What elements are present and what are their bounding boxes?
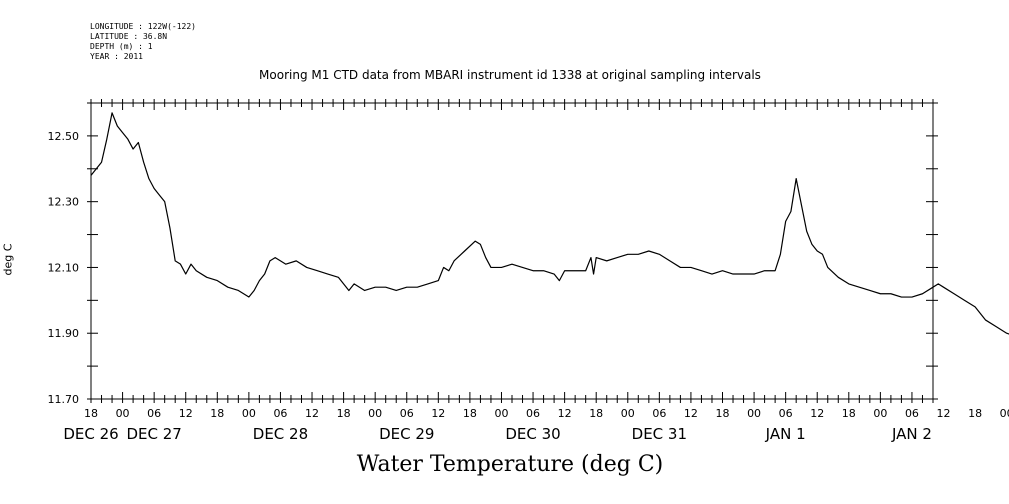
y-tick-label: 11.70 (48, 393, 80, 406)
chart-title: Mooring M1 CTD data from MBARI instrumen… (259, 68, 761, 82)
x-tick-label: 00 (242, 407, 256, 420)
y-tick-label: 12.30 (48, 196, 80, 209)
x-tick-label: 00 (116, 407, 130, 420)
x-date-label: DEC 30 (505, 425, 560, 443)
x-axis-date-labels: DEC 26 DEC 27 DEC 28 DEC 29 DEC 30 DEC 31 JAN … (63, 425, 932, 443)
x-date-label: JAN 2 (891, 425, 932, 443)
x-tick-label: 06 (147, 407, 161, 420)
x-axis-title: Water Temperature (deg C) (356, 452, 664, 477)
x-tick-label: 18 (716, 407, 730, 420)
x-tick-label: 06 (779, 407, 793, 420)
chart-axes (90, 102, 934, 400)
meta-year: YEAR : 2011 (90, 52, 143, 61)
x-tick-label: 06 (526, 407, 540, 420)
x-tick-label: 06 (905, 407, 919, 420)
meta-latitude: LATITUDE : 36.8N (90, 32, 168, 41)
meta-longitude: LONGITUDE : 122W(-122) (90, 22, 196, 31)
series-group (90, 112, 1009, 335)
meta-depth: DEPTH (m) : 1 (90, 42, 153, 51)
y-tick-label: 12.10 (48, 261, 80, 274)
x-date-label: DEC 26 (63, 425, 118, 443)
x-date-label: DEC 27 (126, 425, 181, 443)
x-tick-label: 06 (400, 407, 414, 420)
x-axis-ticks: 18 00 06 12 18 00 06 12 18 00 06 12 18 00 06 12 18 00 06 12… (84, 99, 1009, 420)
x-date-label: DEC 29 (379, 425, 434, 443)
x-tick-label: 12 (305, 407, 319, 420)
x-date-label: JAN 1 (765, 425, 806, 443)
x-tick-label: 00 (747, 407, 761, 420)
x-tick-label: 12 (431, 407, 445, 420)
y-axis-ticks: 11.70 11.90 12.10 12.30 12.50 (48, 102, 938, 406)
x-tick-label: 00 (494, 407, 508, 420)
x-tick-label: 00 (368, 407, 382, 420)
x-tick-label: 12 (684, 407, 698, 420)
x-tick-label: 00 (873, 407, 887, 420)
x-tick-label: 18 (842, 407, 856, 420)
x-tick-label: 00 (1000, 407, 1009, 420)
x-tick-label: 12 (937, 407, 951, 420)
metadata-block: LONGITUDE : 122W(-122) LATITUDE : 36.8N … (90, 22, 196, 62)
y-tick-label: 12.50 (48, 130, 80, 143)
series-line (90, 112, 1009, 335)
x-tick-label: 12 (179, 407, 193, 420)
x-tick-label: 18 (589, 407, 603, 420)
x-tick-label: 18 (968, 407, 982, 420)
x-tick-label: 18 (210, 407, 224, 420)
plot-frame (90, 102, 934, 400)
x-tick-label: 06 (652, 407, 666, 420)
x-date-label: DEC 31 (632, 425, 687, 443)
x-tick-label: 18 (337, 407, 351, 420)
x-date-label: DEC 28 (253, 425, 308, 443)
x-tick-label: 06 (273, 407, 287, 420)
x-tick-label: 12 (810, 407, 824, 420)
x-tick-label: 18 (463, 407, 477, 420)
x-tick-label: 00 (621, 407, 635, 420)
x-tick-label: 18 (84, 407, 98, 420)
x-tick-label: 12 (558, 407, 572, 420)
y-tick-label: 11.90 (48, 327, 80, 340)
